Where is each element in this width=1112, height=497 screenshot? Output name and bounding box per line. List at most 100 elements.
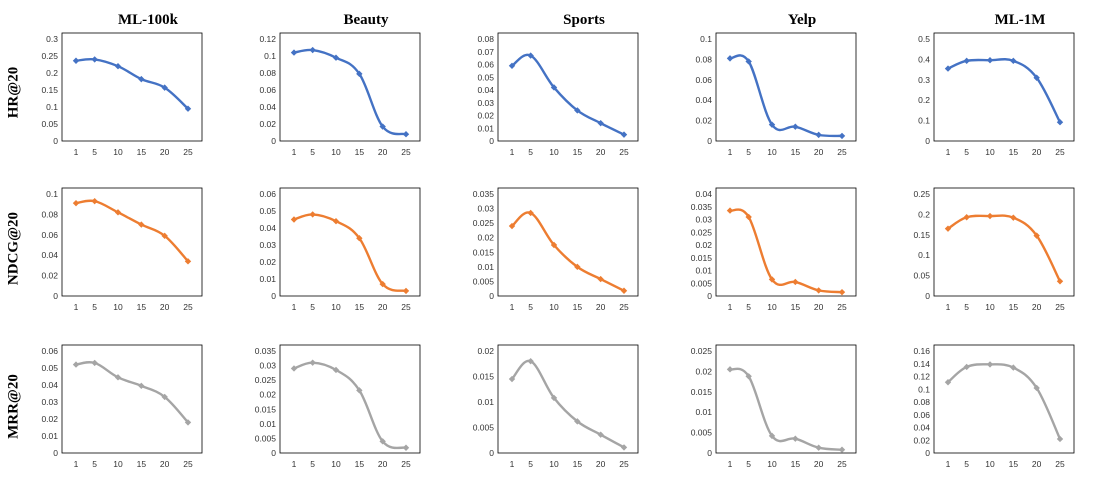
x-tick-label: 25 xyxy=(837,147,847,157)
data-point xyxy=(986,212,994,220)
data-point xyxy=(944,225,952,232)
y-tick-label: 0.5 xyxy=(918,34,930,44)
data-point xyxy=(838,446,846,453)
x-tick-label: 1 xyxy=(510,302,515,312)
x-tick-label: 1 xyxy=(946,302,951,312)
data-point xyxy=(815,131,822,139)
y-tick-label: 0.12 xyxy=(913,372,930,382)
y-tick-label: 0.05 xyxy=(41,363,58,373)
data-point xyxy=(356,387,363,394)
data-point xyxy=(184,258,192,265)
data-point xyxy=(138,221,145,228)
series-line xyxy=(292,48,408,136)
series-line xyxy=(946,363,1062,441)
plot-frame xyxy=(497,32,639,142)
data-point xyxy=(72,361,80,368)
y-tick-label: 0.04 xyxy=(695,189,712,199)
x-tick-label: 1 xyxy=(74,302,79,312)
y-tick-label: 0.05 xyxy=(913,271,930,281)
data-point xyxy=(986,57,994,64)
data-point xyxy=(184,419,192,426)
x-tick-label: 20 xyxy=(378,459,388,469)
y-tick-label: 0 xyxy=(271,291,276,301)
series-line xyxy=(74,57,190,110)
y-tick-label: 0 xyxy=(53,448,58,458)
y-tick-label: 0.015 xyxy=(691,253,713,263)
series-line xyxy=(74,360,190,424)
data-point xyxy=(550,84,558,91)
x-tick-label: 1 xyxy=(728,302,733,312)
y-tick-label: 0.03 xyxy=(477,204,494,214)
x-tick-label: 5 xyxy=(528,459,533,469)
column-title-beauty: Beauty xyxy=(343,12,389,28)
x-tick-label: 1 xyxy=(946,459,951,469)
chart-beauty-hr-20: 00.020.040.060.080.10.121 5 10 15 20 25 xyxy=(259,32,421,157)
y-tick-label: 0.01 xyxy=(259,419,276,429)
y-tick-label: 0.2 xyxy=(918,95,930,105)
x-tick-label: 5 xyxy=(310,147,315,157)
y-tick-label: 0.08 xyxy=(259,68,276,78)
x-tick-label: 5 xyxy=(964,459,969,469)
plot-frame xyxy=(497,344,639,454)
data-point xyxy=(726,366,734,373)
data-point xyxy=(332,366,340,374)
y-tick-label: 0.1 xyxy=(46,189,58,199)
data-point xyxy=(527,52,534,59)
data-point xyxy=(161,393,168,401)
row-title-mrr: MRR@20 xyxy=(5,374,22,439)
x-tick-label: 20 xyxy=(814,459,824,469)
column-title-ml-100k: ML-100k xyxy=(118,12,178,28)
y-tick-label: 0 xyxy=(489,291,494,301)
y-tick-label: 0.02 xyxy=(259,257,276,267)
y-tick-label: 0.08 xyxy=(695,54,712,64)
data-point xyxy=(332,54,340,61)
x-tick-label: 10 xyxy=(985,302,995,312)
series-line xyxy=(510,359,626,449)
y-tick-label: 0.035 xyxy=(691,202,713,212)
data-point xyxy=(768,276,776,283)
y-tick-label: 0.08 xyxy=(913,397,930,407)
y-tick-label: 0.02 xyxy=(41,271,58,281)
series-line xyxy=(74,199,190,263)
y-tick-label: 0.01 xyxy=(695,407,712,417)
plot-frame xyxy=(279,187,421,297)
data-point xyxy=(986,361,994,368)
x-tick-label: 25 xyxy=(183,147,193,157)
y-tick-label: 0.01 xyxy=(259,274,276,284)
x-tick-label: 20 xyxy=(160,147,170,157)
chart-ml-100k-mrr-20: 00.010.020.030.040.050.061 5 10 15 20 25 xyxy=(41,344,203,469)
x-tick-label: 20 xyxy=(596,147,606,157)
x-tick-label: 15 xyxy=(137,147,147,157)
series-line xyxy=(510,211,626,292)
x-tick-label: 10 xyxy=(549,147,559,157)
y-tick-label: 0.05 xyxy=(259,206,276,216)
y-tick-label: 0.035 xyxy=(473,189,495,199)
plot-frame xyxy=(497,187,639,297)
data-point xyxy=(620,131,628,138)
data-point xyxy=(1056,119,1064,126)
series-line xyxy=(510,53,626,136)
data-point xyxy=(332,218,340,225)
y-tick-label: 0 xyxy=(707,136,712,146)
data-point xyxy=(508,222,516,230)
chart-ml-1m-mrr-20: 00.020.040.060.080.10.120.140.161 5 10 15 20… xyxy=(913,344,1075,469)
data-point xyxy=(1056,278,1064,285)
y-tick-label: 0.025 xyxy=(473,218,495,228)
x-tick-label: 25 xyxy=(183,302,193,312)
y-tick-label: 0.06 xyxy=(695,75,712,85)
series-line xyxy=(728,208,844,294)
y-tick-label: 0.08 xyxy=(41,209,58,219)
y-tick-label: 0.025 xyxy=(691,227,713,237)
y-tick-label: 0.04 xyxy=(913,423,930,433)
y-tick-label: 0.1 xyxy=(264,51,276,61)
y-tick-label: 0.01 xyxy=(477,397,494,407)
y-tick-label: 0 xyxy=(925,136,930,146)
chart-sports-hr-20: 00.010.020.030.040.050.060.070.081 5 10 15 2… xyxy=(477,32,639,157)
x-tick-label: 25 xyxy=(837,302,847,312)
series-line xyxy=(946,58,1062,124)
data-point xyxy=(379,123,386,130)
x-tick-label: 20 xyxy=(1032,147,1042,157)
data-point xyxy=(838,288,846,296)
row-title-hr: HR@20 xyxy=(5,66,22,119)
